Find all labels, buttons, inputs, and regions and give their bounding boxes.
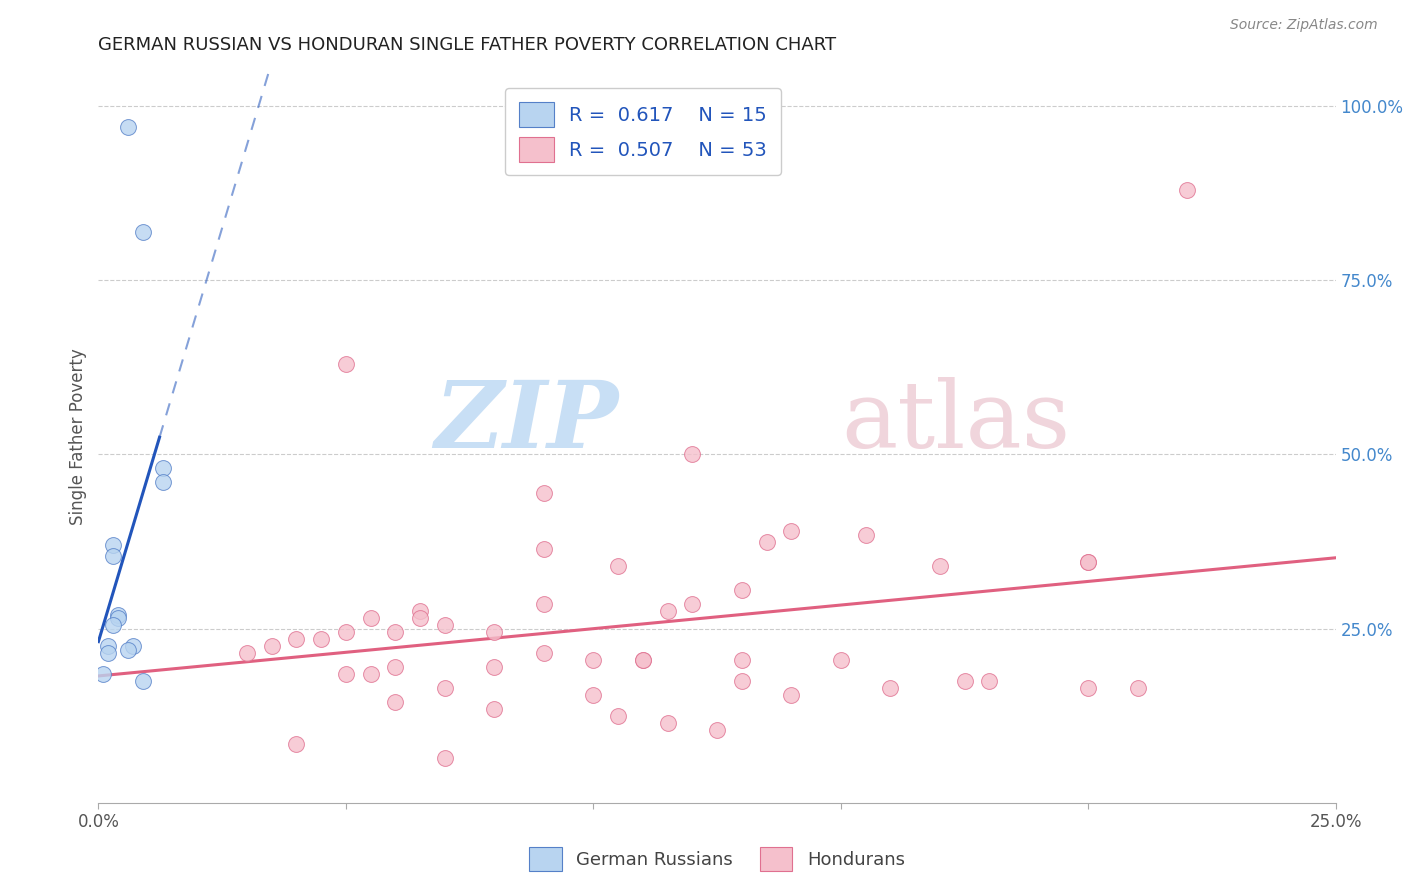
Point bbox=[103, 618, 125, 632]
Point bbox=[1077, 681, 1099, 695]
Point bbox=[484, 702, 506, 716]
Point bbox=[285, 737, 308, 751]
Point bbox=[533, 485, 555, 500]
Point bbox=[236, 646, 259, 660]
Point bbox=[533, 646, 555, 660]
Point bbox=[657, 715, 679, 730]
Point bbox=[433, 618, 456, 632]
Point bbox=[484, 625, 506, 640]
Point bbox=[706, 723, 728, 737]
Point bbox=[533, 541, 555, 556]
Point bbox=[681, 597, 703, 611]
Point bbox=[97, 639, 120, 653]
Point bbox=[103, 549, 125, 563]
Point bbox=[93, 667, 115, 681]
Point bbox=[657, 604, 679, 618]
Point bbox=[97, 646, 120, 660]
Point bbox=[335, 667, 357, 681]
Point bbox=[117, 642, 139, 657]
Point bbox=[122, 639, 145, 653]
Point bbox=[285, 632, 308, 646]
Text: atlas: atlas bbox=[841, 377, 1070, 467]
Point bbox=[681, 448, 703, 462]
Point bbox=[830, 653, 852, 667]
Point bbox=[533, 597, 555, 611]
Legend: German Russians, Hondurans: German Russians, Hondurans bbox=[522, 840, 912, 878]
Point bbox=[780, 688, 803, 702]
Point bbox=[335, 625, 357, 640]
Point bbox=[607, 708, 630, 723]
Point bbox=[979, 673, 1001, 688]
Point bbox=[855, 527, 877, 541]
Point bbox=[631, 653, 654, 667]
Point bbox=[409, 611, 432, 625]
Point bbox=[731, 673, 754, 688]
Point bbox=[384, 660, 406, 674]
Point bbox=[335, 357, 357, 371]
Point bbox=[384, 625, 406, 640]
Point bbox=[1126, 681, 1149, 695]
Point bbox=[409, 604, 432, 618]
Point bbox=[107, 607, 129, 622]
Point bbox=[117, 120, 139, 134]
Point bbox=[780, 524, 803, 538]
Point bbox=[607, 558, 630, 573]
Point bbox=[1175, 183, 1198, 197]
Point bbox=[309, 632, 332, 646]
Point bbox=[879, 681, 901, 695]
Point bbox=[953, 673, 976, 688]
Y-axis label: Single Father Poverty: Single Father Poverty bbox=[69, 349, 87, 525]
Point bbox=[582, 688, 605, 702]
Text: ZIP: ZIP bbox=[434, 377, 619, 467]
Point bbox=[631, 653, 654, 667]
Point bbox=[433, 750, 456, 764]
Point bbox=[1077, 556, 1099, 570]
Point bbox=[433, 681, 456, 695]
Point bbox=[152, 461, 174, 475]
Point bbox=[384, 695, 406, 709]
Point bbox=[484, 660, 506, 674]
Point bbox=[132, 673, 155, 688]
Text: Source: ZipAtlas.com: Source: ZipAtlas.com bbox=[1230, 18, 1378, 32]
Point bbox=[152, 475, 174, 490]
Point bbox=[132, 225, 155, 239]
Point bbox=[755, 534, 778, 549]
Point bbox=[103, 538, 125, 552]
Point bbox=[360, 667, 382, 681]
Point bbox=[107, 611, 129, 625]
Point bbox=[582, 653, 605, 667]
Point bbox=[731, 583, 754, 598]
Point bbox=[1077, 556, 1099, 570]
Point bbox=[928, 558, 950, 573]
Point bbox=[731, 653, 754, 667]
Point bbox=[360, 611, 382, 625]
Text: GERMAN RUSSIAN VS HONDURAN SINGLE FATHER POVERTY CORRELATION CHART: GERMAN RUSSIAN VS HONDURAN SINGLE FATHER… bbox=[98, 36, 837, 54]
Point bbox=[260, 639, 283, 653]
